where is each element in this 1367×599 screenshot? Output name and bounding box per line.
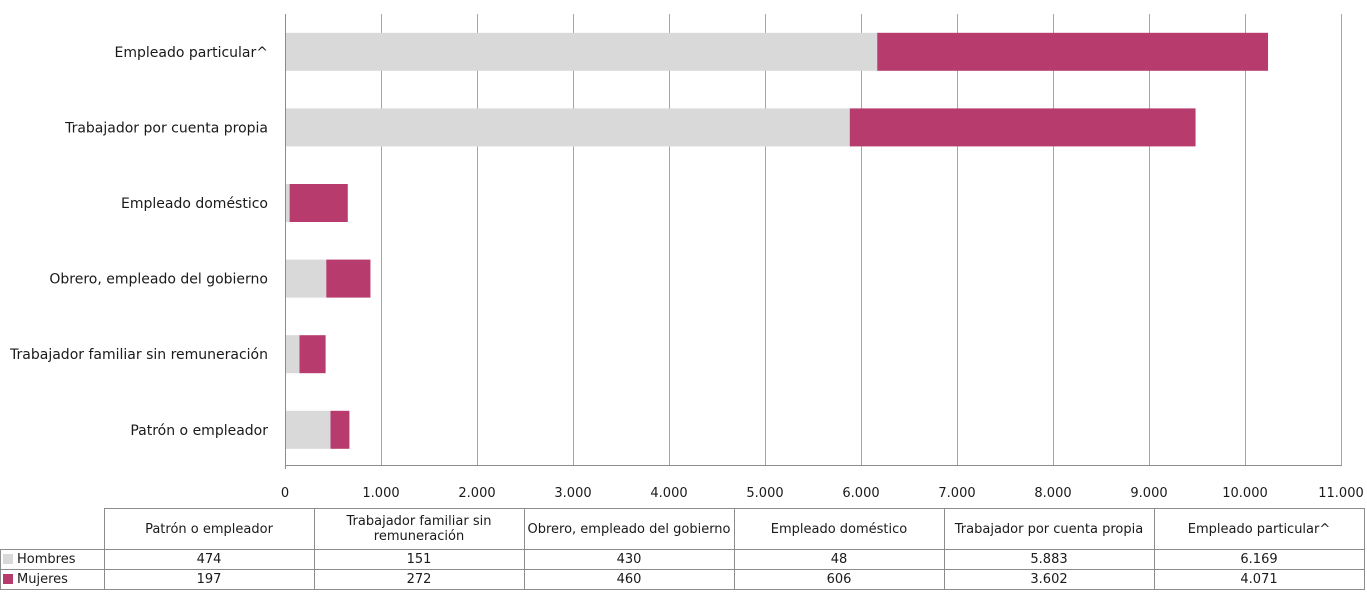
data-table-cell: 151 bbox=[313, 549, 525, 570]
x-tick-label: 8.000 bbox=[1034, 486, 1071, 501]
data-table-cell: 6.169 bbox=[1153, 549, 1365, 570]
category-label: Empleado doméstico bbox=[121, 196, 268, 212]
data-table-column-header: Patrón o empleador bbox=[103, 508, 315, 550]
x-tick-label: 6.000 bbox=[842, 486, 879, 501]
bar-hombres bbox=[285, 184, 290, 222]
data-table-column-header: Empleado particular^ bbox=[1153, 508, 1365, 550]
bar-mujeres bbox=[326, 259, 371, 298]
category-label: Trabajador por cuenta propia bbox=[64, 120, 268, 136]
bar-mujeres bbox=[849, 108, 1196, 147]
data-table-cell: 3.602 bbox=[943, 569, 1155, 590]
data-table-cell: 272 bbox=[313, 569, 525, 590]
x-tick-label: 10.000 bbox=[1222, 486, 1268, 501]
data-table-cell: 606 bbox=[733, 569, 945, 590]
bar-hombres bbox=[285, 335, 300, 374]
data-table-column-header: Obrero, empleado del gobierno bbox=[523, 508, 735, 550]
x-tick-label: 11.000 bbox=[1318, 486, 1364, 501]
category-label: Trabajador familiar sin remuneración bbox=[9, 347, 268, 363]
bar-mujeres bbox=[299, 335, 326, 374]
x-tick-label: 9.000 bbox=[1130, 486, 1167, 501]
data-table-column-header: Empleado doméstico bbox=[733, 508, 945, 550]
category-label: Obrero, empleado del gobierno bbox=[49, 272, 268, 288]
data-table-column-header: Trabajador familiar sin remuneración bbox=[313, 508, 525, 550]
legend-swatch bbox=[3, 554, 13, 564]
legend-entry: Hombres bbox=[0, 549, 105, 570]
data-table-header-row: Patrón o empleador Trabajador familiar si… bbox=[0, 508, 1365, 550]
data-table-cell: 197 bbox=[103, 569, 315, 590]
bar-hombres bbox=[285, 410, 331, 449]
x-tick-label: 1.000 bbox=[362, 486, 399, 501]
legend-label: Mujeres bbox=[17, 572, 68, 587]
bar-mujeres bbox=[289, 184, 348, 222]
bar-mujeres bbox=[877, 32, 1269, 71]
data-table-cell: 4.071 bbox=[1153, 569, 1365, 590]
data-table-cell: 5.883 bbox=[943, 549, 1155, 570]
data-table-cell: 430 bbox=[523, 549, 735, 570]
category-label: Empleado particular^ bbox=[115, 45, 268, 61]
bar-hombres bbox=[285, 259, 327, 298]
x-tick-label: 4.000 bbox=[650, 486, 687, 501]
x-tick-label: 2.000 bbox=[458, 486, 495, 501]
x-tick-label: 5.000 bbox=[746, 486, 783, 501]
category-label: Patrón o empleador bbox=[130, 423, 268, 439]
stacked-bar-chart: Patrón o empleador Trabajador familiar si… bbox=[9, 14, 1364, 501]
legend-swatch bbox=[3, 574, 13, 584]
x-tick-label: 7.000 bbox=[938, 486, 975, 501]
bar-hombres bbox=[285, 108, 850, 147]
data-table-row: Hombres 474 151 430 48 5.883 6.169 bbox=[0, 549, 1365, 570]
x-tick-label: 3.000 bbox=[554, 486, 591, 501]
data-table-cell: 474 bbox=[103, 549, 315, 570]
data-table-column-header: Trabajador por cuenta propia bbox=[943, 508, 1155, 550]
chart-data-table: Patrón o empleador Trabajador familiar si… bbox=[0, 508, 1365, 590]
data-table-cell: 460 bbox=[523, 569, 735, 590]
data-table-cell: 48 bbox=[733, 549, 945, 570]
bar-mujeres bbox=[330, 410, 350, 449]
bar-hombres bbox=[285, 32, 878, 71]
data-table-corner bbox=[0, 508, 105, 550]
data-table-row: Mujeres 197 272 460 606 3.602 4.071 bbox=[0, 569, 1365, 590]
legend-entry: Mujeres bbox=[0, 569, 105, 590]
x-tick-label: 0 bbox=[281, 486, 289, 501]
legend-label: Hombres bbox=[17, 552, 76, 567]
